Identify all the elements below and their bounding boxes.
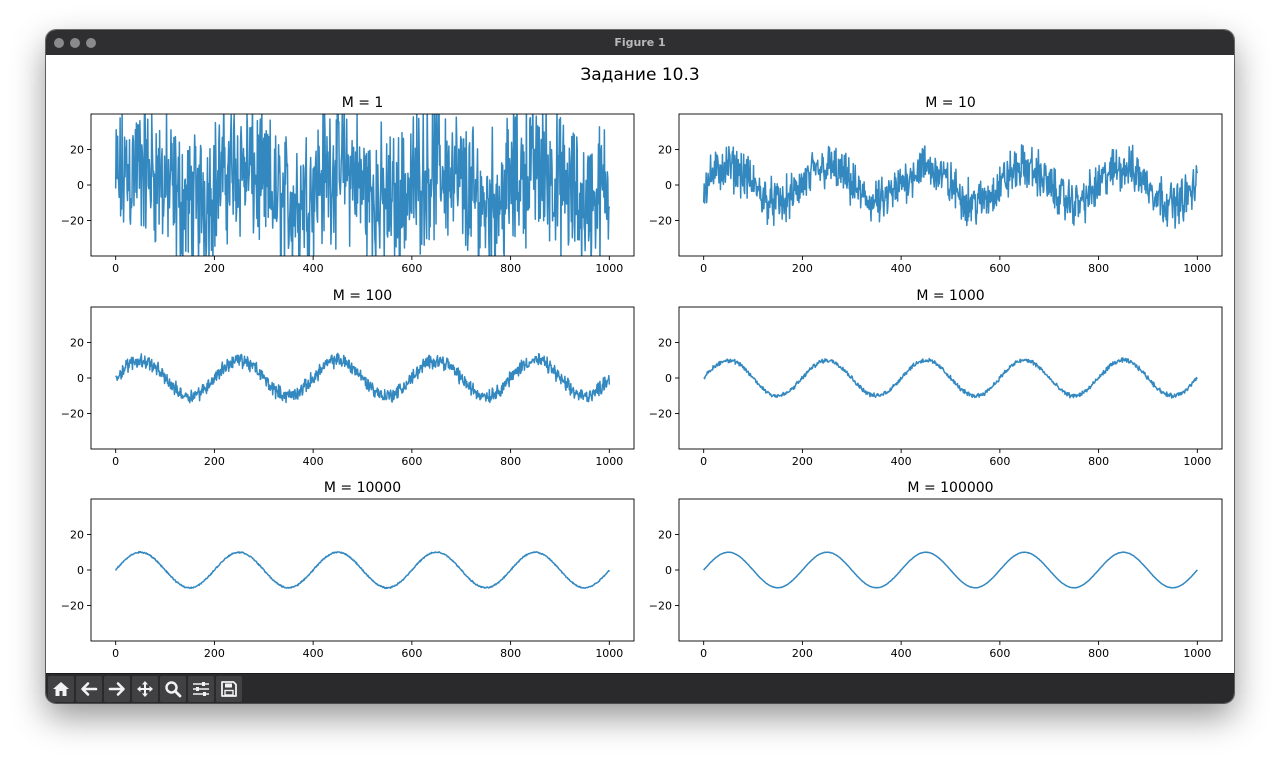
- x-tick-label: 1000: [595, 455, 623, 468]
- y-tick-label: 20: [70, 337, 84, 350]
- x-tick-label: 0: [112, 455, 119, 468]
- configure-subplots-button[interactable]: [188, 676, 214, 702]
- title-bar[interactable]: Figure 1: [46, 30, 1234, 56]
- home-button[interactable]: [48, 676, 74, 702]
- figure-title: Задание 10.3: [580, 65, 699, 85]
- y-tick-label: −20: [649, 408, 672, 421]
- y-tick-label: 0: [665, 179, 672, 192]
- subplot-title: M = 10000: [324, 480, 401, 496]
- x-tick-label: 200: [792, 455, 813, 468]
- subplot-title: M = 10: [925, 95, 976, 111]
- y-tick-label: 20: [658, 144, 672, 157]
- y-tick-label: 0: [665, 564, 672, 577]
- x-tick-label: 600: [401, 262, 422, 275]
- series-line: [702, 144, 1199, 229]
- x-tick-label: 1000: [595, 647, 623, 660]
- x-tick-label: 1000: [1183, 455, 1211, 468]
- subplot-title: M = 1: [342, 95, 384, 111]
- subplot-title: M = 100: [333, 288, 392, 304]
- series-line: [115, 352, 611, 404]
- series-line: [703, 551, 1198, 589]
- y-tick-label: 20: [70, 529, 84, 542]
- x-tick-label: 1000: [595, 262, 623, 275]
- figure-svg: Задание 10.3 M = 10 200 400 600 800 1000200−2…: [61, 65, 1223, 660]
- x-tick-label: 400: [891, 455, 912, 468]
- x-tick-label: 1000: [1183, 262, 1211, 275]
- subplot-title: M = 1000: [916, 288, 984, 304]
- x-tick-label: 1000: [1183, 647, 1211, 660]
- x-tick-label: 800: [500, 455, 521, 468]
- x-tick-label: 600: [401, 455, 422, 468]
- series-line: [114, 114, 611, 256]
- x-tick-label: 600: [989, 455, 1010, 468]
- x-tick-label: 0: [700, 262, 707, 275]
- sliders-icon: [193, 682, 209, 696]
- pan-button[interactable]: [132, 676, 158, 702]
- forward-button[interactable]: [104, 676, 130, 702]
- x-tick-label: 0: [700, 455, 707, 468]
- x-tick-label: 600: [989, 262, 1010, 275]
- figure-window: Figure 1 Задание 10.3 M = 1 0 200 400 600 800…: [46, 30, 1234, 703]
- y-tick-label: 0: [77, 179, 84, 192]
- x-tick-label: 200: [204, 647, 225, 660]
- x-tick-label: 400: [891, 647, 912, 660]
- subplot-title: M = 100000: [907, 480, 993, 496]
- move-icon: [137, 681, 153, 697]
- figure-canvas[interactable]: Задание 10.3 M = 1 0 200 400 600 800 1000 20 0 −2…: [46, 55, 1234, 673]
- x-tick-label: 200: [204, 262, 225, 275]
- zoom-button[interactable]: [160, 676, 186, 702]
- series-line: [703, 357, 1198, 399]
- y-tick-label: 20: [658, 529, 672, 542]
- zoom-window-button[interactable]: [86, 38, 96, 48]
- y-tick-label: 20: [658, 337, 672, 350]
- x-tick-label: 400: [303, 262, 324, 275]
- x-tick-label: 0: [700, 647, 707, 660]
- x-tick-label: 400: [303, 647, 324, 660]
- x-tick-label: 800: [1088, 455, 1109, 468]
- home-icon: [53, 682, 69, 696]
- save-button[interactable]: [216, 676, 242, 702]
- x-tick-label: 400: [303, 455, 324, 468]
- back-button[interactable]: [76, 676, 102, 702]
- close-window-button[interactable]: [54, 38, 64, 48]
- x-tick-label: 800: [1088, 262, 1109, 275]
- y-tick-label: −20: [61, 215, 84, 228]
- y-tick-label: 20: [70, 144, 84, 157]
- x-tick-label: 0: [112, 262, 119, 275]
- x-tick-label: 0: [112, 647, 119, 660]
- magnifier-icon: [165, 681, 182, 698]
- x-tick-label: 800: [500, 262, 521, 275]
- x-tick-label: 200: [792, 647, 813, 660]
- x-tick-label: 200: [204, 455, 225, 468]
- navigation-toolbar: [46, 673, 1234, 703]
- x-tick-label: 400: [891, 262, 912, 275]
- x-tick-label: 600: [989, 647, 1010, 660]
- x-tick-label: 200: [792, 262, 813, 275]
- y-tick-label: −20: [61, 408, 84, 421]
- arrow-left-icon: [81, 682, 98, 696]
- y-tick-label: 0: [665, 372, 672, 385]
- y-tick-label: 0: [77, 564, 84, 577]
- arrow-right-icon: [108, 682, 125, 696]
- x-tick-label: 800: [1088, 647, 1109, 660]
- y-tick-label: 0: [77, 372, 84, 385]
- window-title: Figure 1: [614, 36, 666, 49]
- minimize-window-button[interactable]: [70, 38, 80, 48]
- floppy-disk-icon: [221, 681, 237, 697]
- y-tick-label: −20: [61, 600, 84, 613]
- x-tick-label: 800: [500, 647, 521, 660]
- x-tick-label: 600: [401, 647, 422, 660]
- series-line: [114, 550, 611, 590]
- y-tick-label: −20: [649, 215, 672, 228]
- y-tick-label: −20: [649, 600, 672, 613]
